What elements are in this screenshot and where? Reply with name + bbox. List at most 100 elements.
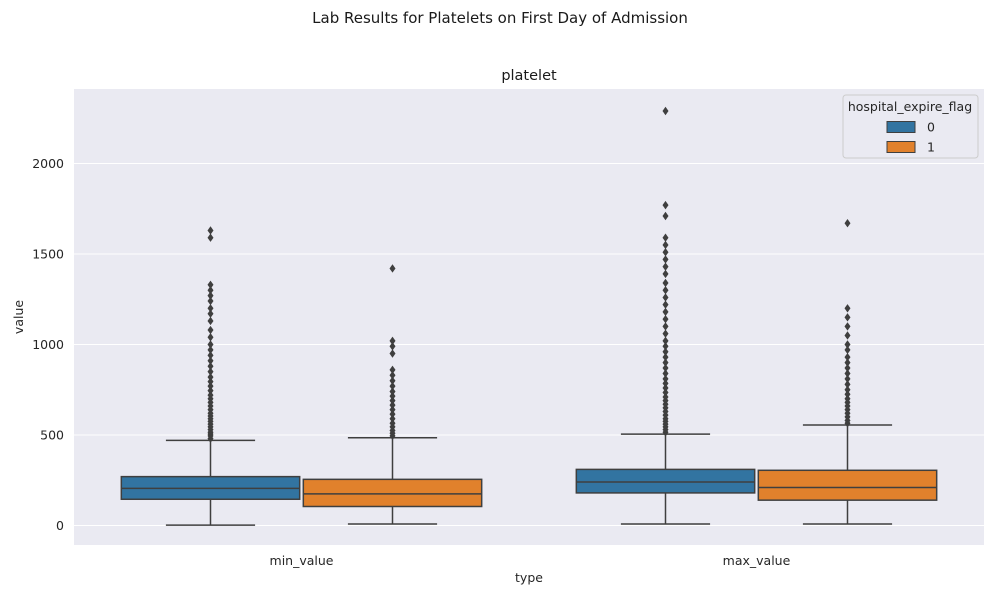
outlier-point xyxy=(389,336,396,346)
outlier-point xyxy=(844,331,851,340)
outlier-point xyxy=(207,386,214,395)
x-tick-label: max_value xyxy=(723,553,791,568)
outlier-point xyxy=(207,280,214,289)
outlier-point xyxy=(662,342,669,351)
outlier-point xyxy=(389,400,396,410)
outlier-point xyxy=(662,322,669,331)
outlier-point xyxy=(844,385,851,394)
y-tick-labels: 0 500 1000 1500 2000 xyxy=(32,156,64,533)
outlier-point xyxy=(662,363,669,373)
outlier-point xyxy=(844,374,851,384)
outlier-point xyxy=(662,307,669,317)
outlier-point xyxy=(389,349,396,358)
outlier-point xyxy=(844,304,851,313)
outlier-point xyxy=(389,409,396,419)
legend-label-1: 1 xyxy=(927,140,935,155)
outlier-point xyxy=(844,322,851,331)
iqr-box xyxy=(302,478,483,508)
outlier-point xyxy=(662,336,669,346)
outlier-point xyxy=(207,325,214,335)
outlier-point xyxy=(389,376,396,385)
outlier-point xyxy=(844,352,851,362)
outlier-point xyxy=(662,369,669,378)
outlier-point xyxy=(389,264,396,273)
outlier-point xyxy=(662,269,669,279)
legend-label-0: 0 xyxy=(927,120,935,135)
outlier-point xyxy=(662,374,669,384)
outlier-point xyxy=(207,304,214,313)
outlier-point xyxy=(844,369,851,378)
plot-area xyxy=(74,89,984,545)
outlier-point xyxy=(662,314,669,324)
outlier-point xyxy=(662,358,669,367)
outlier-point xyxy=(662,329,669,338)
legend: hospital_expire_flag 0 1 xyxy=(842,94,979,159)
y-tick-label: 1500 xyxy=(32,247,64,262)
figure-suptitle: Lab Results for Platelets on First Day o… xyxy=(312,9,688,27)
outlier-point xyxy=(207,286,214,295)
outlier-point xyxy=(207,309,214,318)
box-min_value-series-1 xyxy=(302,264,483,525)
outlier-point xyxy=(207,356,214,365)
outlier-point xyxy=(207,345,214,355)
x-tick-label: min_value xyxy=(270,553,334,568)
outlier-point xyxy=(662,233,669,242)
x-tick-labels: min_value max_value xyxy=(270,553,791,568)
outlier-point xyxy=(662,286,669,295)
outlier-point xyxy=(207,291,214,300)
outlier-point xyxy=(207,390,214,400)
outlier-point xyxy=(844,394,851,403)
outlier-point xyxy=(662,383,669,393)
y-tick-label: 2000 xyxy=(32,156,64,171)
grid-lines xyxy=(74,163,984,526)
outlier-point xyxy=(662,255,669,264)
outlier-point xyxy=(389,381,396,391)
outlier-point xyxy=(662,278,669,288)
outlier-point xyxy=(207,381,214,391)
outlier-point xyxy=(844,340,851,349)
box-max_value-series-0 xyxy=(575,106,756,525)
outlier-point xyxy=(207,351,214,360)
outlier-point xyxy=(389,371,396,380)
outlier-point xyxy=(662,240,669,250)
outlier-point xyxy=(662,347,669,356)
box-min_value-series-0 xyxy=(120,226,301,526)
box-max_value-series-1 xyxy=(757,219,938,525)
legend-swatch-0 xyxy=(886,121,916,133)
outlier-point xyxy=(207,333,214,342)
outlier-point xyxy=(389,391,396,401)
outlier-point xyxy=(844,219,851,228)
y-tick-label: 500 xyxy=(40,428,64,443)
outlier-point xyxy=(662,211,669,221)
outlier-point xyxy=(389,387,396,396)
axes-title: platelet xyxy=(501,68,557,84)
outlier-point xyxy=(844,345,851,355)
outlier-point xyxy=(662,379,669,388)
iqr-box xyxy=(575,468,756,494)
outlier-point xyxy=(844,390,851,399)
outlier-point xyxy=(207,340,214,349)
outlier-point xyxy=(207,226,214,235)
outlier-point xyxy=(844,380,851,389)
outlier-point xyxy=(207,233,214,242)
outlier-point xyxy=(389,342,396,351)
outlier-point xyxy=(389,365,396,375)
outlier-point xyxy=(207,362,214,371)
outlier-point xyxy=(662,300,669,309)
outlier-point xyxy=(844,358,851,367)
outlier-point xyxy=(662,352,669,362)
outlier-point xyxy=(207,372,214,382)
iqr-box xyxy=(757,469,938,501)
outlier-point xyxy=(389,396,396,405)
boxes-layer xyxy=(120,106,938,526)
outlier-point xyxy=(662,392,669,402)
outlier-point xyxy=(844,363,851,373)
outlier-point xyxy=(389,405,396,414)
outlier-point xyxy=(662,293,669,302)
outlier-point xyxy=(207,367,214,376)
outlier-point xyxy=(662,247,669,257)
y-tick-label: 1000 xyxy=(32,337,64,352)
legend-title: hospital_expire_flag xyxy=(848,99,972,114)
x-axis-label: type xyxy=(515,570,543,585)
